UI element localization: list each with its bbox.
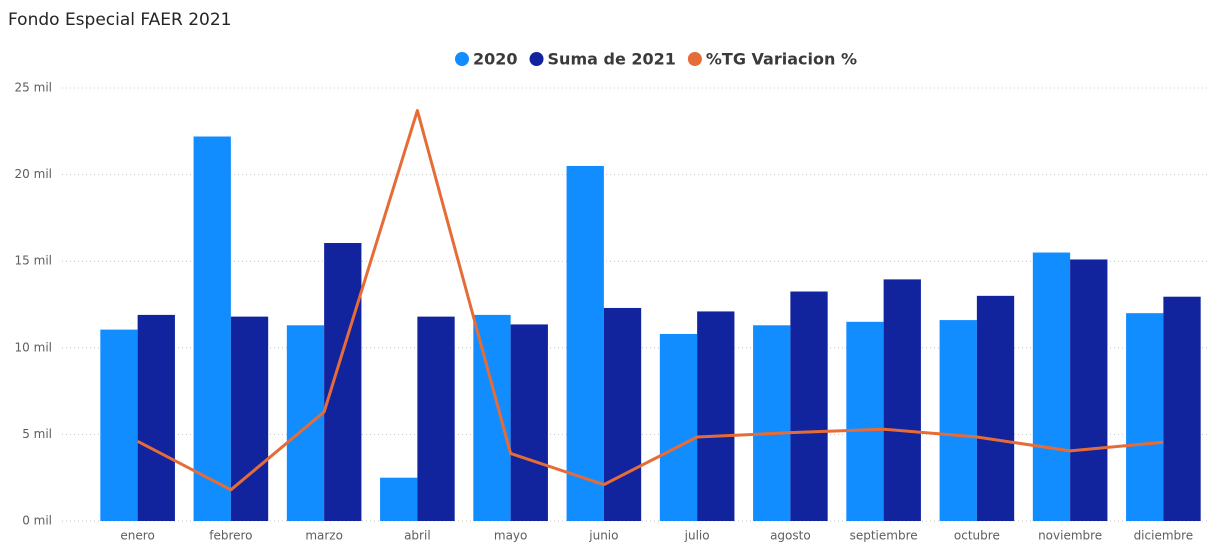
legend-label: Suma de 2021 xyxy=(548,50,676,69)
bar xyxy=(230,316,269,521)
y-tick-label: 25 mil xyxy=(15,81,52,95)
legend-label: %TG Variacion % xyxy=(706,50,857,69)
bar xyxy=(100,329,138,521)
x-tick-label: septiembre xyxy=(850,529,918,542)
bar xyxy=(1070,259,1108,521)
y-tick-label: 0 mil xyxy=(22,514,52,528)
bar xyxy=(659,333,698,521)
bar xyxy=(603,307,642,521)
bar xyxy=(137,314,175,521)
bar xyxy=(566,165,604,521)
bar xyxy=(324,243,362,521)
legend-marker xyxy=(529,52,544,66)
chart-title: Fondo Especial FAER 2021 xyxy=(8,10,231,30)
line xyxy=(136,109,1164,492)
x-tick-label: junio xyxy=(588,529,618,542)
bar xyxy=(380,477,418,521)
bar xyxy=(790,291,828,521)
legend-label: 2020 xyxy=(473,50,518,69)
bar xyxy=(473,314,511,521)
x-tick-label: abril xyxy=(404,529,431,542)
y-tick-label: 5 mil xyxy=(22,427,52,441)
bar xyxy=(753,325,791,521)
x-tick-label: noviembre xyxy=(1038,529,1102,542)
bar xyxy=(846,321,884,521)
bar xyxy=(976,295,1015,521)
bar xyxy=(417,316,455,521)
y-tick-label: 10 mil xyxy=(15,340,52,354)
legend-marker xyxy=(455,52,469,66)
x-tick-label: diciembre xyxy=(1134,529,1194,542)
x-tick-label: febrero xyxy=(209,529,252,542)
x-tick-label: marzo xyxy=(305,529,343,542)
bar xyxy=(1163,296,1201,521)
bar xyxy=(510,324,548,521)
bar xyxy=(1032,252,1071,522)
legend-marker xyxy=(687,52,702,66)
x-tick-label: mayo xyxy=(494,529,528,542)
bar xyxy=(193,136,231,521)
x-tick-label: octubre xyxy=(954,529,1000,542)
x-tick-label: agosto xyxy=(770,529,811,542)
y-tick-label: 15 mil xyxy=(15,254,52,268)
y-tick-label: 20 mil xyxy=(15,167,52,181)
x-tick-label: enero xyxy=(120,529,154,542)
bar xyxy=(939,320,977,521)
bar xyxy=(697,311,735,521)
bar xyxy=(1126,313,1164,521)
x-tick-label: julio xyxy=(684,529,710,542)
bar xyxy=(286,325,325,521)
bar xyxy=(883,279,921,521)
